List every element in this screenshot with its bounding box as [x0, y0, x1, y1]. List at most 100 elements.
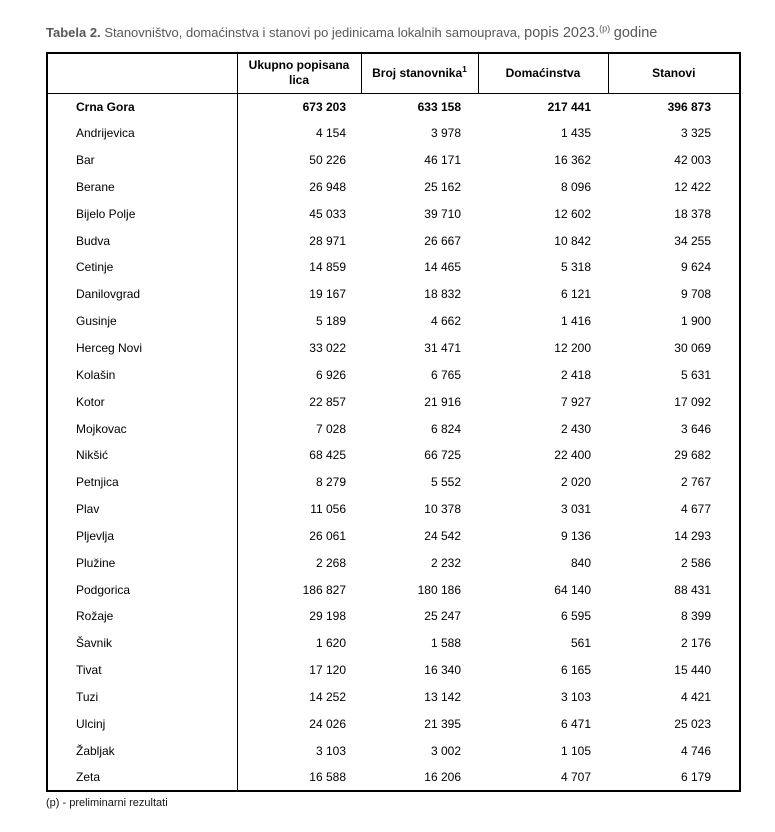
cell-value: 3 646 — [680, 421, 711, 436]
cell-value: 26 948 — [309, 179, 346, 194]
cell-value: 17 120 — [309, 663, 346, 678]
cell-value: 11 056 — [310, 502, 346, 517]
cell-value: 22 400 — [554, 448, 591, 463]
row-label: Gusinje — [47, 307, 238, 335]
cell-value: 396 873 — [667, 99, 711, 114]
column-header-domacinstva: Domaćinstva — [477, 52, 609, 94]
cell-value: 42 003 — [674, 153, 711, 168]
cell-value: 29 198 — [309, 609, 346, 624]
column-header-broj-stanovnika: Broj stanovnika1 — [360, 52, 479, 94]
cell-value: 2 586 — [680, 555, 711, 570]
row-label: Bar — [47, 146, 238, 174]
cell-value: 26 061 — [309, 528, 346, 543]
table-number-label: Tabela 2. — [46, 25, 101, 40]
cell-value: 50 226 — [309, 153, 346, 168]
row-label: Tivat — [47, 656, 238, 684]
cell-value: 8 279 — [315, 475, 346, 490]
cell-value: 1 416 — [560, 314, 591, 329]
cell-value: 16 340 — [424, 663, 461, 678]
cell-value: 30 069 — [674, 341, 711, 356]
cell-value: 10 378 — [424, 502, 461, 517]
cell-value: 14 252 — [309, 689, 346, 704]
row-label: Kotor — [47, 388, 238, 416]
table-row: Plužine 2 268 2 232 840 2 586 — [47, 549, 740, 577]
table-row: Ulcinj 24 026 21 395 6 471 25 023 — [47, 710, 740, 738]
table-row: Andrijevica 4 154 3 978 1 435 3 325 — [47, 119, 740, 147]
column-header-empty — [46, 52, 238, 94]
table-row: Podgorica 186 827 180 186 64 140 88 431 — [47, 576, 740, 604]
cell-value: 2 176 — [680, 636, 711, 651]
row-label: Šavnik — [47, 629, 238, 657]
row-label: Danilovgrad — [47, 280, 238, 308]
footnote: (p) - preliminarni rezultati — [46, 797, 168, 809]
cell-value: 9 708 — [680, 287, 711, 302]
table-row: Žabljak 3 103 3 002 1 105 4 746 — [47, 737, 740, 765]
cell-value: 6 165 — [560, 663, 591, 678]
cell-value: 21 395 — [424, 716, 461, 731]
cell-value: 6 765 — [430, 367, 461, 382]
cell-value: 64 140 — [554, 582, 591, 597]
table-row: Tivat 17 120 16 340 6 165 15 440 — [47, 656, 740, 684]
cell-value: 39 710 — [424, 206, 461, 221]
cell-value: 2 767 — [680, 475, 711, 490]
row-label: Tuzi — [47, 683, 238, 711]
row-label: Petnjica — [47, 468, 238, 496]
cell-value: 1 900 — [680, 314, 711, 329]
cell-value: 66 725 — [424, 448, 461, 463]
cell-value: 18 378 — [674, 206, 711, 221]
table-row: Šavnik 1 620 1 588 561 2 176 — [47, 629, 740, 657]
row-label: Podgorica — [47, 576, 238, 604]
table-row: Plav 11 056 10 378 3 031 4 677 — [47, 495, 740, 523]
cell-value: 5 631 — [680, 367, 711, 382]
table-row: Kotor 22 857 21 916 7 927 17 092 — [47, 388, 740, 416]
cell-value: 6 179 — [680, 770, 711, 785]
row-label: Berane — [47, 173, 238, 201]
cell-value: 7 927 — [560, 394, 591, 409]
cell-value: 18 832 — [424, 287, 461, 302]
row-label: Andrijevica — [47, 119, 238, 147]
table-row: Nikšić 68 425 66 725 22 400 29 682 — [47, 441, 740, 469]
row-label: Cetinje — [47, 254, 238, 281]
row-label: Ulcinj — [47, 710, 238, 738]
cell-value: 1 588 — [430, 636, 461, 651]
cell-value: 7 028 — [315, 421, 346, 436]
table-row: Mojkovac 7 028 6 824 2 430 3 646 — [47, 415, 740, 442]
cell-value: 46 171 — [424, 153, 461, 168]
table-row: Pljevlja 26 061 24 542 9 136 14 293 — [47, 522, 740, 550]
row-label: Nikšić — [47, 441, 238, 469]
cell-value: 5 318 — [560, 260, 591, 275]
cell-value: 25 023 — [674, 716, 711, 731]
cell-value: 6 121 — [560, 287, 591, 302]
cell-value: 1 620 — [315, 636, 346, 651]
row-label: Kolašin — [47, 361, 238, 389]
cell-value: 21 916 — [424, 394, 461, 409]
cell-value: 186 827 — [302, 582, 346, 597]
table-row: Bar 50 226 46 171 16 362 42 003 — [47, 146, 740, 174]
table-row: Rožaje 29 198 25 247 6 595 8 399 — [47, 603, 740, 630]
cell-value: 2 268 — [315, 555, 346, 570]
cell-value: 16 362 — [554, 153, 591, 168]
cell-value: 6 471 — [560, 716, 591, 731]
cell-value: 14 859 — [309, 260, 346, 275]
cell-value: 2 418 — [560, 367, 591, 382]
cell-value: 9 136 — [560, 528, 591, 543]
page-title: Tabela 2. Stanovništvo, domaćinstva i st… — [46, 24, 746, 42]
cell-value: 14 293 — [674, 528, 711, 543]
table-row: Cetinje 14 859 14 465 5 318 9 624 — [47, 254, 740, 281]
cell-value: 28 971 — [309, 233, 346, 248]
cell-value: 6 926 — [315, 367, 346, 382]
cell-value: 633 158 — [417, 99, 461, 114]
cell-value: 25 247 — [424, 609, 461, 624]
cell-value: 1 435 — [560, 126, 591, 141]
cell-value: 4 421 — [680, 689, 711, 704]
row-label: Bijelo Polje — [47, 200, 238, 228]
row-label: Plav — [47, 495, 238, 523]
cell-value: 4 746 — [680, 743, 711, 758]
table-row: Kolašin 6 926 6 765 2 418 5 631 — [47, 361, 740, 389]
table-row: Petnjica 8 279 5 552 2 020 2 767 — [47, 468, 740, 496]
table-row: Danilovgrad 19 167 18 832 6 121 9 708 — [47, 280, 740, 308]
cell-value: 15 440 — [674, 663, 711, 678]
cell-value: 5 189 — [315, 314, 346, 329]
table-row: Budva 28 971 26 667 10 842 34 255 — [47, 227, 740, 255]
